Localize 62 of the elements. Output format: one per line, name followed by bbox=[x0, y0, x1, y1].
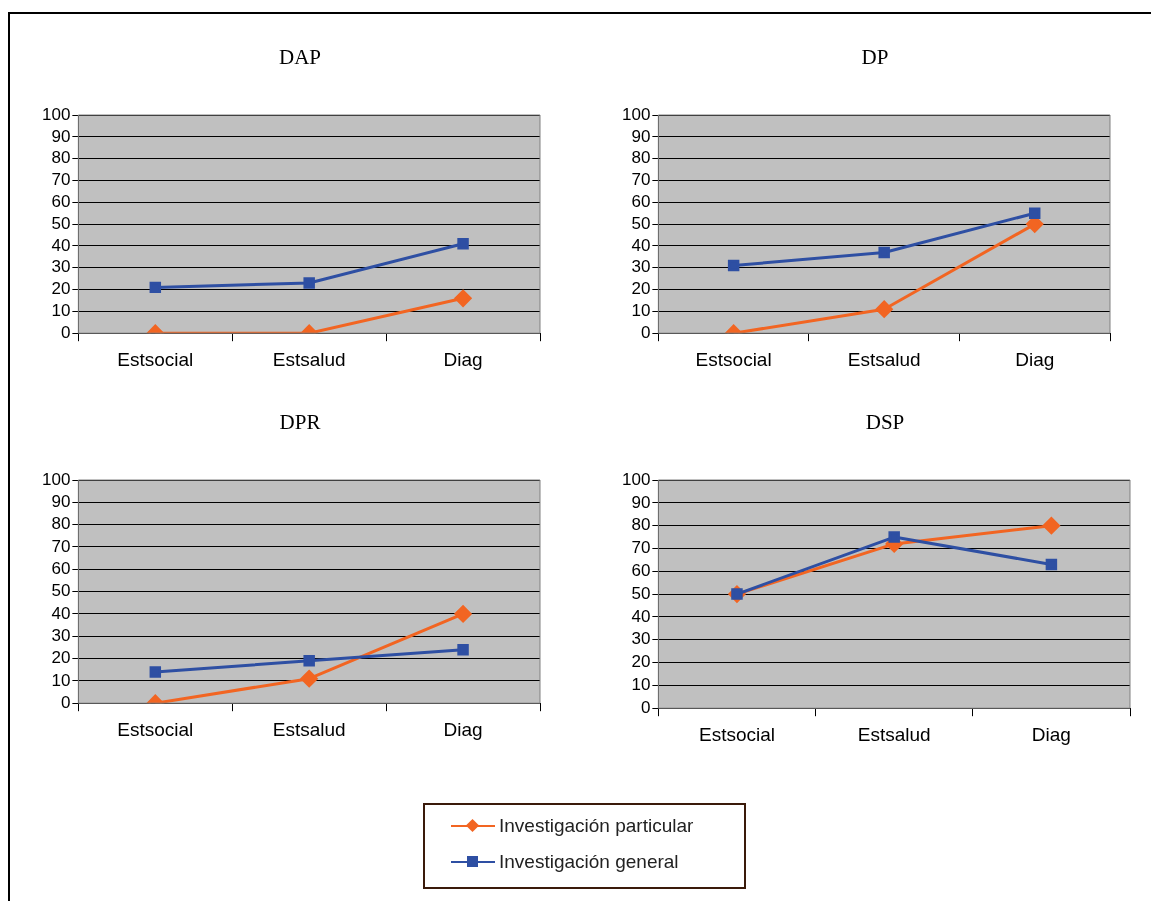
y-tick-label: 0 bbox=[60, 322, 71, 342]
y-tick-label: 30 bbox=[631, 629, 651, 649]
y-tick-label: 100 bbox=[621, 469, 651, 489]
x-tick-label: Diag bbox=[443, 348, 483, 370]
x-tick-label: Diag bbox=[443, 718, 483, 740]
chart-title: DPR bbox=[278, 410, 322, 435]
y-tick-label: 80 bbox=[631, 515, 651, 535]
y-tick-label: 70 bbox=[51, 536, 71, 556]
y-tick-label: 90 bbox=[631, 492, 651, 512]
y-tick-label: 10 bbox=[631, 675, 651, 695]
y-tick-label: 10 bbox=[631, 301, 651, 321]
y-tick-label: 0 bbox=[60, 692, 71, 712]
y-tick-label: 90 bbox=[51, 126, 71, 146]
x-tick-label: Estsocial bbox=[698, 723, 775, 745]
y-tick-label: 90 bbox=[631, 126, 651, 146]
y-tick-label: 80 bbox=[51, 514, 71, 534]
y-tick-label: 30 bbox=[631, 257, 651, 277]
y-tick-label: 50 bbox=[631, 583, 651, 603]
y-tick-label: 50 bbox=[51, 213, 71, 233]
y-tick-label: 70 bbox=[631, 538, 651, 558]
legend-label: Investigación particular bbox=[499, 815, 694, 837]
chart-title: DSP bbox=[864, 410, 906, 435]
x-tick-label: Estsalud bbox=[272, 718, 346, 740]
x-tick-label: Diag bbox=[1015, 348, 1055, 370]
y-tick-label: 60 bbox=[51, 558, 71, 578]
y-tick-label: 0 bbox=[640, 697, 651, 717]
y-tick-label: 80 bbox=[51, 148, 71, 168]
x-tick-label: Estsalud bbox=[272, 348, 346, 370]
y-tick-label: 100 bbox=[621, 104, 651, 124]
y-tick-label: 40 bbox=[51, 235, 71, 255]
y-tick-label: 30 bbox=[51, 257, 71, 277]
y-tick-label: 100 bbox=[41, 104, 71, 124]
x-tick-label: Estsalud bbox=[847, 348, 921, 370]
y-tick-label: 10 bbox=[51, 670, 71, 690]
y-tick-label: 70 bbox=[51, 170, 71, 190]
y-tick-label: 40 bbox=[631, 606, 651, 626]
chart-title: DP bbox=[860, 45, 890, 70]
x-tick-label: Estsocial bbox=[117, 718, 194, 740]
x-tick-label: Estsocial bbox=[117, 348, 194, 370]
y-tick-label: 60 bbox=[51, 191, 71, 211]
y-tick-label: 50 bbox=[51, 581, 71, 601]
y-tick-label: 20 bbox=[631, 279, 651, 299]
chart-title: DAP bbox=[278, 45, 322, 70]
y-tick-label: 10 bbox=[51, 301, 71, 321]
y-tick-label: 40 bbox=[51, 603, 71, 623]
x-tick-label: Estsalud bbox=[857, 723, 931, 745]
legend-label: Investigación general bbox=[499, 851, 679, 873]
y-tick-label: 70 bbox=[631, 170, 651, 190]
y-tick-label: 90 bbox=[51, 492, 71, 512]
y-tick-label: 20 bbox=[51, 279, 71, 299]
y-tick-label: 20 bbox=[631, 652, 651, 672]
y-tick-label: 20 bbox=[51, 648, 71, 668]
y-tick-label: 30 bbox=[51, 625, 71, 645]
x-tick-label: Estsocial bbox=[695, 348, 772, 370]
y-tick-label: 80 bbox=[631, 148, 651, 168]
y-tick-label: 60 bbox=[631, 191, 651, 211]
y-tick-label: 60 bbox=[631, 560, 651, 580]
y-tick-label: 100 bbox=[41, 469, 71, 489]
x-tick-label: Diag bbox=[1031, 723, 1071, 745]
y-tick-label: 40 bbox=[631, 235, 651, 255]
y-tick-label: 50 bbox=[631, 213, 651, 233]
y-tick-label: 0 bbox=[640, 322, 651, 342]
